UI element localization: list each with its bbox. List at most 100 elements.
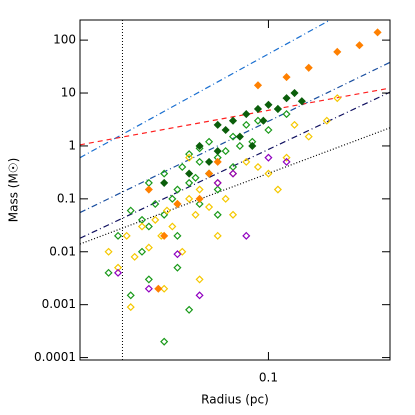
- y-tick-label: 100: [53, 33, 76, 47]
- data-point: [137, 222, 147, 231]
- y-tick-label: 0.01: [49, 244, 76, 258]
- data-point: [290, 120, 299, 129]
- data-point: [185, 194, 194, 203]
- data-point: [282, 157, 291, 166]
- y-tick-label: 1: [68, 138, 76, 152]
- data-point: [213, 185, 222, 194]
- data-point: [242, 157, 251, 166]
- data-point: [213, 120, 222, 129]
- data-point: [228, 169, 238, 178]
- data-point: [144, 243, 153, 252]
- data-point: [228, 210, 238, 219]
- data-point: [248, 141, 257, 150]
- data-point: [144, 284, 153, 293]
- data-point: [185, 305, 194, 314]
- data-point: [173, 231, 182, 240]
- data-point: [113, 231, 123, 240]
- data-point: [173, 263, 182, 272]
- data-point: [144, 275, 153, 284]
- data-point: [185, 178, 194, 187]
- data-point: [126, 291, 135, 300]
- y-axis-label: Mass (M☉): [7, 158, 21, 223]
- data-point: [355, 41, 364, 50]
- data-point: [195, 141, 204, 150]
- y-tick-label: 0.0001: [34, 350, 76, 364]
- data-point: [144, 178, 153, 187]
- data-point: [282, 153, 291, 162]
- data-point: [113, 263, 123, 272]
- data-point: [282, 94, 291, 103]
- data-point: [195, 157, 204, 166]
- data-point: [205, 169, 214, 178]
- data-point: [205, 157, 214, 166]
- data-point: [144, 185, 153, 194]
- data-point: [259, 116, 268, 125]
- data-point: [160, 231, 169, 240]
- data-point: [195, 194, 204, 203]
- data-point: [126, 206, 135, 215]
- data-point: [195, 185, 204, 194]
- data-point: [151, 199, 160, 209]
- data-point: [273, 185, 282, 194]
- data-point: [264, 169, 273, 178]
- data-point: [253, 81, 263, 90]
- data-point: [304, 132, 313, 141]
- data-point: [168, 222, 177, 231]
- data-point: [178, 162, 187, 172]
- data-point: [242, 231, 251, 240]
- data-point: [322, 116, 331, 125]
- data-point: [213, 157, 222, 166]
- data-point: [213, 178, 222, 187]
- data-point: [205, 137, 214, 146]
- data-point: [205, 202, 214, 212]
- data-point: [160, 178, 169, 187]
- data-point: [282, 110, 291, 119]
- data-point: [290, 88, 299, 98]
- data-point: [373, 28, 382, 37]
- reference-line: [80, 20, 331, 159]
- data-point: [221, 125, 230, 135]
- data-point: [185, 153, 194, 162]
- data-point: [173, 185, 182, 194]
- data-point: [154, 284, 163, 293]
- y-tick-label: 0.1: [57, 191, 76, 205]
- y-tick-label: 10: [61, 86, 76, 100]
- data-point: [113, 268, 123, 277]
- data-point: [333, 47, 342, 56]
- data-point: [213, 178, 222, 187]
- data-point: [168, 194, 177, 203]
- data-point: [104, 247, 113, 256]
- reference-line: [80, 87, 390, 146]
- plot-area: [80, 20, 390, 360]
- data-point: [273, 104, 282, 114]
- data-point: [144, 222, 153, 231]
- data-point: [191, 173, 200, 182]
- data-point: [126, 303, 135, 312]
- data-point: [195, 275, 204, 284]
- data-point: [151, 215, 160, 224]
- data-point: [264, 153, 273, 162]
- data-point: [160, 169, 169, 178]
- data-point: [213, 147, 222, 156]
- data-point: [282, 73, 291, 82]
- data-point: [160, 337, 169, 346]
- data-point: [213, 210, 222, 219]
- data-point: [304, 63, 313, 72]
- data-point: [130, 252, 139, 261]
- data-point: [228, 116, 238, 125]
- data-point: [235, 132, 244, 141]
- data-point: [173, 250, 182, 259]
- y-tick-label: 0.001: [42, 297, 76, 311]
- data-point: [253, 104, 263, 114]
- data-point: [221, 194, 230, 203]
- data-point: [264, 100, 273, 109]
- data-point: [297, 97, 306, 106]
- x-tick-label: 0.1: [259, 371, 278, 385]
- data-point: [195, 291, 204, 300]
- data-point: [178, 247, 187, 256]
- data-point: [122, 231, 131, 240]
- data-point: [242, 120, 251, 129]
- data-point: [195, 199, 204, 209]
- data-point: [228, 169, 238, 178]
- plot-frame: [79, 19, 391, 361]
